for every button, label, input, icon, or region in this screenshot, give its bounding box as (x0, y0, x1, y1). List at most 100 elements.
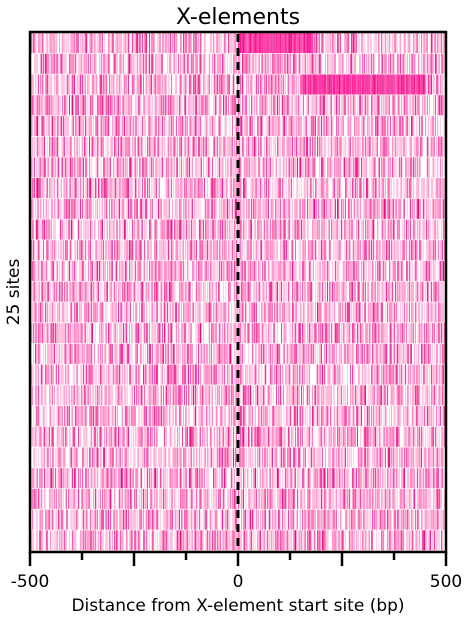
heatmap-cell (442, 219, 444, 240)
heatmap-cell (250, 157, 252, 178)
heatmap-cell (114, 33, 116, 54)
heatmap-cell (316, 33, 318, 54)
heatmap-cell (145, 281, 147, 302)
heatmap-cell (358, 219, 360, 240)
heatmap-cell (94, 33, 96, 54)
heatmap-cell (310, 302, 312, 323)
heatmap-cell (249, 281, 251, 302)
heatmap-cell (219, 95, 221, 116)
heatmap-cell (373, 74, 375, 95)
heatmap-cell (170, 115, 172, 136)
heatmap-cell (191, 219, 193, 240)
heatmap-cell (104, 33, 105, 54)
heatmap-cell (386, 240, 388, 261)
heatmap-cell (193, 53, 194, 74)
heatmap-cell (286, 136, 288, 157)
heatmap-cell (434, 302, 435, 323)
heatmap-cell (328, 33, 330, 54)
heatmap-cell (267, 302, 269, 323)
heatmap-cell (435, 219, 436, 240)
heatmap-cell (55, 157, 57, 178)
heatmap-cell (298, 115, 300, 136)
heatmap-cell (350, 178, 351, 199)
heatmap-cell (304, 178, 306, 199)
heatmap-cell (266, 95, 267, 116)
heatmap-cell (132, 178, 134, 199)
heatmap-cell (339, 178, 341, 199)
heatmap-cell (72, 281, 74, 302)
heatmap-cell (444, 33, 446, 54)
heatmap-cell (255, 136, 257, 157)
heatmap-cell (394, 74, 396, 95)
heatmap-cell (198, 136, 199, 157)
heatmap-cell (223, 219, 224, 240)
heatmap-cell (70, 157, 72, 178)
heatmap-cell (75, 281, 77, 302)
heatmap-cell (129, 95, 130, 116)
heatmap-cell (124, 178, 125, 199)
heatmap-cell (368, 74, 370, 95)
heatmap-cell (177, 198, 178, 219)
heatmap-cell (442, 260, 444, 282)
heatmap-cell (170, 53, 172, 74)
heatmap-cell (428, 115, 430, 136)
heatmap-cell (153, 302, 155, 323)
heatmap-cell (341, 74, 342, 95)
heatmap-cell (42, 115, 44, 136)
heatmap-cell (166, 198, 168, 219)
heatmap-cell (36, 219, 38, 240)
heatmap-cell (74, 53, 76, 74)
heatmap-cell (157, 240, 158, 261)
heatmap-cell (169, 219, 171, 240)
heatmap-cell (81, 136, 83, 157)
heatmap-cell (266, 157, 268, 178)
heatmap-cell (49, 95, 50, 116)
heatmap-cell (223, 53, 225, 74)
heatmap-cell (147, 95, 148, 116)
heatmap-cell (116, 115, 118, 136)
heatmap-cell (355, 74, 357, 95)
heatmap-cell (61, 53, 63, 74)
heatmap-cell (59, 302, 60, 323)
heatmap-cell (223, 95, 224, 116)
heatmap-cell (259, 198, 261, 219)
heatmap-cell (245, 302, 247, 323)
heatmap-cell (297, 74, 299, 95)
heatmap-cell (155, 74, 157, 95)
heatmap-cell (319, 219, 321, 240)
heatmap-cell (47, 240, 49, 261)
heatmap-cell (170, 240, 172, 261)
heatmap-cell (379, 260, 381, 282)
heatmap-cell (337, 281, 339, 302)
heatmap-cell (430, 260, 432, 282)
heatmap-cell (383, 136, 385, 157)
heatmap-cell (222, 178, 224, 199)
heatmap-cell (183, 115, 184, 136)
heatmap-cell (159, 302, 161, 323)
heatmap-cell (210, 115, 212, 136)
heatmap-cell (417, 240, 419, 261)
heatmap-cell (118, 115, 119, 136)
heatmap-cell (255, 53, 257, 74)
heatmap-cell (43, 260, 44, 282)
heatmap-cell (201, 260, 203, 282)
heatmap-cell (378, 281, 380, 302)
heatmap-cell (158, 53, 160, 74)
heatmap-cell (333, 53, 335, 74)
heatmap-cell (271, 115, 273, 136)
heatmap-cell (225, 178, 227, 199)
heatmap-cell (138, 74, 140, 95)
heatmap-cell (200, 260, 202, 282)
heatmap-cell (208, 157, 210, 178)
heatmap-cell (298, 53, 300, 74)
heatmap-cell (180, 53, 182, 74)
heatmap-cell (411, 53, 412, 74)
heatmap-cell (345, 260, 346, 282)
heatmap-cell (84, 302, 85, 323)
heatmap-cell (434, 260, 435, 282)
heatmap-cell (82, 33, 84, 54)
heatmap-cell (287, 157, 289, 178)
heatmap-cell (81, 115, 83, 136)
heatmap-cell (309, 33, 311, 54)
heatmap-cell (406, 157, 407, 178)
